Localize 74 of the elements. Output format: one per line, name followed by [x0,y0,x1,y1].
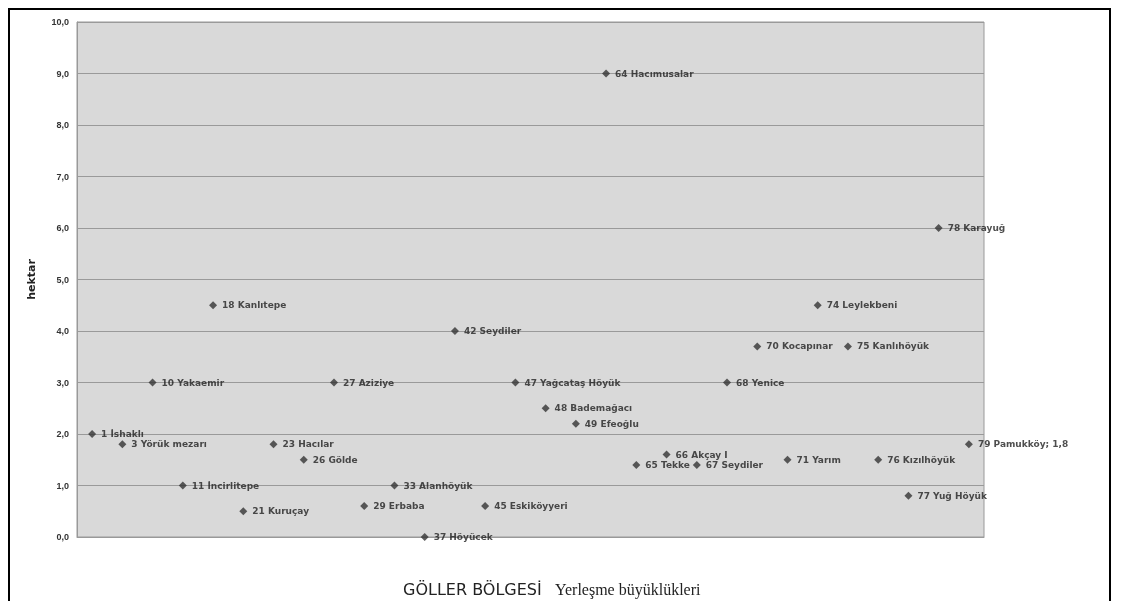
annotation: 11 İncirlitepe [191,480,260,491]
y-tick-label: 3,0 [56,377,69,388]
point [481,502,490,511]
y-tick-label: 9,0 [56,68,69,79]
annotation: 1 İshaklı [101,429,144,439]
annotation: 64 Hacımusalar [615,68,695,79]
annotation: 23 Hacılar [282,439,335,450]
point [934,224,943,232]
point [964,440,973,449]
text: Yerleşme büyüklükleri [555,580,702,599]
y-tick-label: 8,0 [56,120,69,130]
annotation: 37 Höyücek [433,532,494,542]
point [450,327,459,335]
y-tick-label: 1,0 [56,480,69,491]
y-tick-label: 2,0 [56,429,69,439]
point [632,460,641,469]
point [813,301,822,310]
annotation: 66 Akçay I [675,449,728,460]
annotation: 47 Yağcataş Höyük [524,377,622,388]
point [753,342,762,351]
annotation: 79 Pamukköy; 1,8 [977,439,1069,450]
y-tick-label: 0,0 [56,532,69,542]
point [692,460,701,469]
point [571,419,580,428]
point [602,69,611,78]
point [148,378,157,387]
point [239,507,248,516]
annotation: 3 Yörük mezarı [131,439,207,450]
annotation: 77 Yuğ Höyük [917,490,988,501]
annotation: 70 Kocapınar [766,341,834,352]
y-tick-label: 7,0 [56,171,69,182]
annotation: 48 Bademağacı [554,403,633,414]
annotation: 45 Eskiköyyeri [494,501,568,512]
point [178,481,187,490]
annotation: 42 Seydiler [463,326,522,336]
point [118,440,127,449]
point [420,533,429,541]
annotation: 10 Yakaemir [161,377,225,388]
point [541,404,550,413]
annotation: 75 Kanlıhöyük [856,341,931,352]
annotation: 26 Gölde [312,454,358,465]
point [209,301,218,310]
point [299,455,308,464]
y-tick-label: 4,0 [56,326,69,336]
annotation: 76 Kızılhöyük [887,454,957,465]
y-tick-label: 5,0 [56,274,69,285]
point [269,440,278,449]
annotation: 67 Seydiler [705,459,764,470]
point [390,481,399,490]
annotation: 78 Karayuğ [947,223,1006,233]
point [511,378,520,387]
annotation: 21 Kuruçay [252,506,310,517]
annotation: 49 Efeoğlu [584,418,639,429]
annotation: 74 Leylekbeni [826,300,898,311]
annotation: 33 Alanhöyük [403,480,474,491]
annotation: 68 Yenice [736,377,785,388]
annotation: 29 Erbaba [373,501,425,512]
point [904,491,913,500]
point [783,455,792,464]
y-axis-title: hektar [25,258,38,300]
point [874,455,883,464]
point [843,342,852,351]
y-tick-label: 6,0 [56,223,69,233]
y-tick-label: 10,0 [51,17,69,27]
annotation: 71 Yarım [796,454,841,465]
annotation: 65 Tekke [645,459,690,470]
annotation: 27 Aziziye [342,377,395,388]
point [723,378,732,387]
text: GÖLLER BÖLGESİ [403,579,542,599]
point [88,430,97,438]
point [662,450,671,459]
point [329,378,338,387]
annotation: 18 Kanlıtepe [222,300,287,311]
point [360,502,369,511]
